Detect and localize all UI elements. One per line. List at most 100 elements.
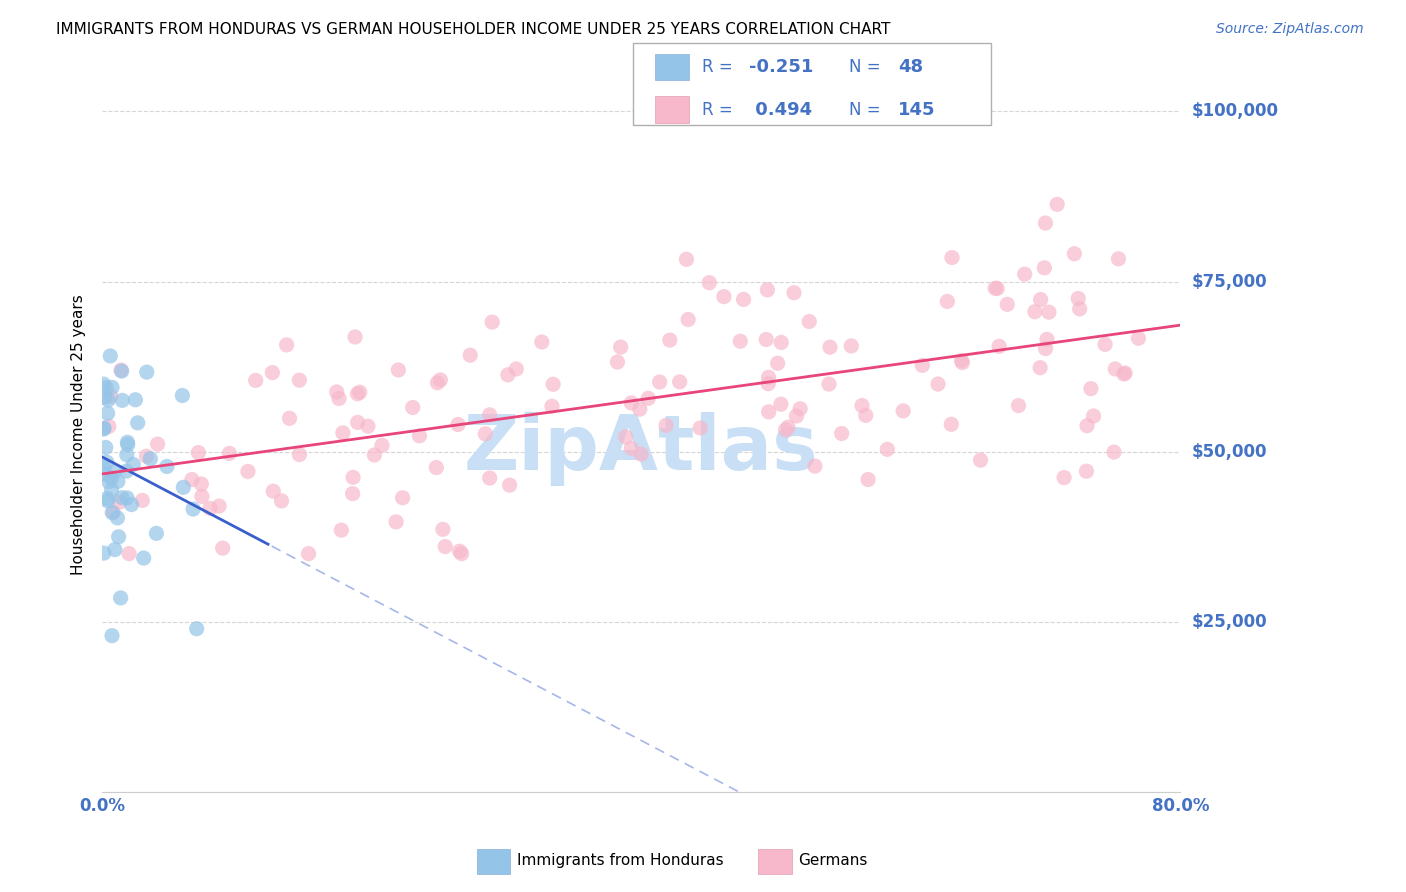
Point — [1053, 470, 1076, 484]
Point — [93, 421, 115, 435]
Point — [278, 411, 301, 425]
Point — [668, 375, 690, 389]
Point — [387, 363, 409, 377]
Point — [1083, 409, 1105, 423]
Point — [851, 399, 873, 413]
Point — [429, 373, 451, 387]
Point — [93, 460, 115, 475]
Point — [135, 449, 157, 463]
Point — [856, 473, 879, 487]
Point — [697, 276, 720, 290]
Point — [1024, 304, 1046, 318]
Point — [135, 365, 157, 379]
Point — [326, 384, 349, 399]
Point — [756, 376, 779, 391]
Point — [371, 438, 394, 452]
Point — [270, 494, 292, 508]
Y-axis label: Householder Income Under 25 years: Householder Income Under 25 years — [72, 294, 86, 575]
Point — [1014, 267, 1036, 281]
Point — [614, 430, 637, 444]
Point — [124, 392, 146, 407]
Point — [288, 373, 311, 387]
Point — [172, 480, 194, 494]
Point — [111, 364, 134, 378]
Point — [107, 530, 129, 544]
Point — [288, 448, 311, 462]
Point — [927, 377, 949, 392]
Text: -0.251: -0.251 — [749, 58, 814, 76]
Point — [1036, 332, 1059, 346]
Point — [1104, 362, 1126, 376]
Point — [391, 491, 413, 505]
Point — [101, 506, 124, 520]
Text: R =: R = — [702, 58, 738, 76]
Point — [799, 314, 821, 328]
Point — [132, 551, 155, 566]
Point — [496, 368, 519, 382]
Text: $75,000: $75,000 — [1191, 273, 1267, 291]
Point — [111, 491, 134, 505]
Point — [262, 366, 284, 380]
Point — [689, 421, 711, 435]
Text: $50,000: $50,000 — [1191, 442, 1267, 460]
Text: $100,000: $100,000 — [1191, 103, 1278, 120]
Point — [891, 404, 914, 418]
Point — [385, 515, 408, 529]
Point — [478, 471, 501, 485]
Point — [100, 483, 122, 497]
Point — [156, 459, 179, 474]
Point — [110, 591, 132, 605]
Text: N =: N = — [849, 101, 886, 119]
Point — [1076, 464, 1098, 478]
Point — [110, 363, 132, 377]
Point — [1035, 342, 1057, 356]
Point — [936, 294, 959, 309]
Point — [1063, 246, 1085, 260]
Text: Immigrants from Honduras: Immigrants from Honduras — [517, 854, 724, 868]
Text: 0.494: 0.494 — [749, 101, 813, 119]
Point — [950, 355, 973, 369]
Point — [776, 420, 799, 434]
Point — [1067, 292, 1090, 306]
Point — [637, 392, 659, 406]
Point — [236, 465, 259, 479]
Point — [146, 437, 169, 451]
Point — [941, 251, 963, 265]
Point — [1038, 305, 1060, 319]
Point — [426, 376, 449, 390]
Point — [111, 393, 134, 408]
Point — [115, 448, 138, 462]
Point — [131, 493, 153, 508]
Point — [402, 401, 425, 415]
Point — [245, 373, 267, 387]
Text: Germans: Germans — [799, 854, 868, 868]
Point — [117, 435, 139, 450]
Point — [676, 312, 699, 326]
Point — [342, 470, 364, 484]
Point — [984, 281, 1007, 295]
Point — [100, 471, 122, 485]
Point — [344, 330, 367, 344]
Point — [93, 546, 115, 560]
Point — [855, 409, 877, 423]
Point — [145, 526, 167, 541]
Point — [1114, 366, 1136, 380]
Point — [785, 409, 807, 423]
Point — [481, 315, 503, 329]
Point — [1102, 445, 1125, 459]
Point — [328, 392, 350, 406]
Point — [474, 426, 496, 441]
Point — [630, 447, 652, 461]
Point — [1029, 293, 1052, 307]
Point — [733, 293, 755, 307]
Text: $25,000: $25,000 — [1191, 613, 1267, 631]
Point — [93, 377, 115, 392]
Point — [93, 422, 115, 436]
Point — [186, 622, 208, 636]
Point — [1069, 301, 1091, 316]
Point — [505, 362, 527, 376]
Point — [346, 416, 368, 430]
Point — [755, 333, 778, 347]
Point — [115, 464, 138, 478]
Point — [357, 419, 380, 434]
